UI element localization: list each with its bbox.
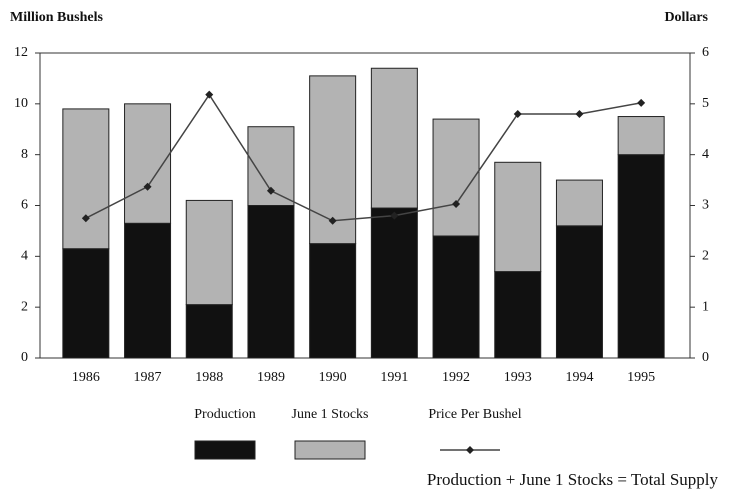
bar-segment [62, 108, 110, 250]
y-tick-label: 2 [21, 299, 28, 314]
y2-tick-label: 5 [702, 96, 709, 111]
y2-tick-label: 3 [702, 198, 709, 213]
x-tick-label: 1989 [257, 370, 285, 385]
bar-segment [432, 118, 480, 237]
x-tick-label: 1995 [627, 370, 655, 385]
x-tick-label: 1992 [442, 370, 470, 385]
y2-tick-label: 6 [702, 45, 709, 60]
bar-segment [617, 116, 665, 156]
price-marker [390, 211, 399, 220]
y2-tick-label: 1 [702, 299, 709, 314]
price-marker [266, 186, 275, 195]
bar-segment [494, 161, 542, 273]
bar-segment [185, 304, 233, 359]
y2-tick-label: 0 [702, 350, 709, 365]
x-tick-label: 1987 [134, 370, 162, 385]
annotation: Production + June 1 Stocks = Total Suppl… [427, 470, 719, 489]
legend-swatch [294, 440, 366, 460]
bar-segment [62, 248, 110, 359]
y-axis-title: Million Bushels [10, 10, 104, 25]
price-marker [637, 98, 646, 107]
y2-tick-label: 2 [702, 249, 709, 264]
bar-segment [432, 235, 480, 359]
x-tick-label: 1986 [72, 370, 100, 385]
bar-segment [124, 222, 172, 359]
x-tick-label: 1988 [195, 370, 223, 385]
bar-segment [617, 154, 665, 359]
price-marker [328, 216, 337, 225]
y-tick-label: 0 [21, 350, 28, 365]
y-tick-label: 10 [14, 96, 28, 111]
bar-segment [555, 225, 603, 359]
y-tick-label: 12 [14, 45, 28, 60]
bar-segment [494, 271, 542, 359]
y2-axis-title: Dollars [664, 10, 708, 25]
x-tick-label: 1994 [565, 370, 593, 385]
x-tick-label: 1993 [504, 370, 532, 385]
price-marker [513, 110, 522, 118]
legend-label: June 1 Stocks [292, 407, 369, 422]
bar-segment [370, 67, 418, 209]
bar-segment [370, 207, 418, 359]
price-line [85, 93, 642, 222]
price-marker [143, 182, 152, 191]
bar-segment [309, 75, 357, 245]
y2-tick-label: 4 [702, 147, 709, 162]
y-tick-label: 6 [21, 198, 28, 213]
price-marker [81, 214, 90, 223]
y-tick-label: 4 [21, 249, 28, 264]
price-marker [452, 199, 461, 208]
bar-segment [309, 243, 357, 359]
legend-label: Price Per Bushel [428, 407, 521, 422]
legend-swatch [194, 440, 256, 460]
legend-label: Production [194, 407, 255, 422]
legend-swatch-marker [466, 446, 474, 454]
bar-segment [185, 199, 233, 306]
y-tick-label: 8 [21, 147, 28, 162]
x-tick-label: 1990 [319, 370, 347, 385]
bar-segment [555, 179, 603, 227]
bar-segment [247, 205, 295, 359]
price-marker [205, 90, 214, 99]
price-marker [575, 110, 584, 118]
x-tick-label: 1991 [380, 370, 408, 385]
